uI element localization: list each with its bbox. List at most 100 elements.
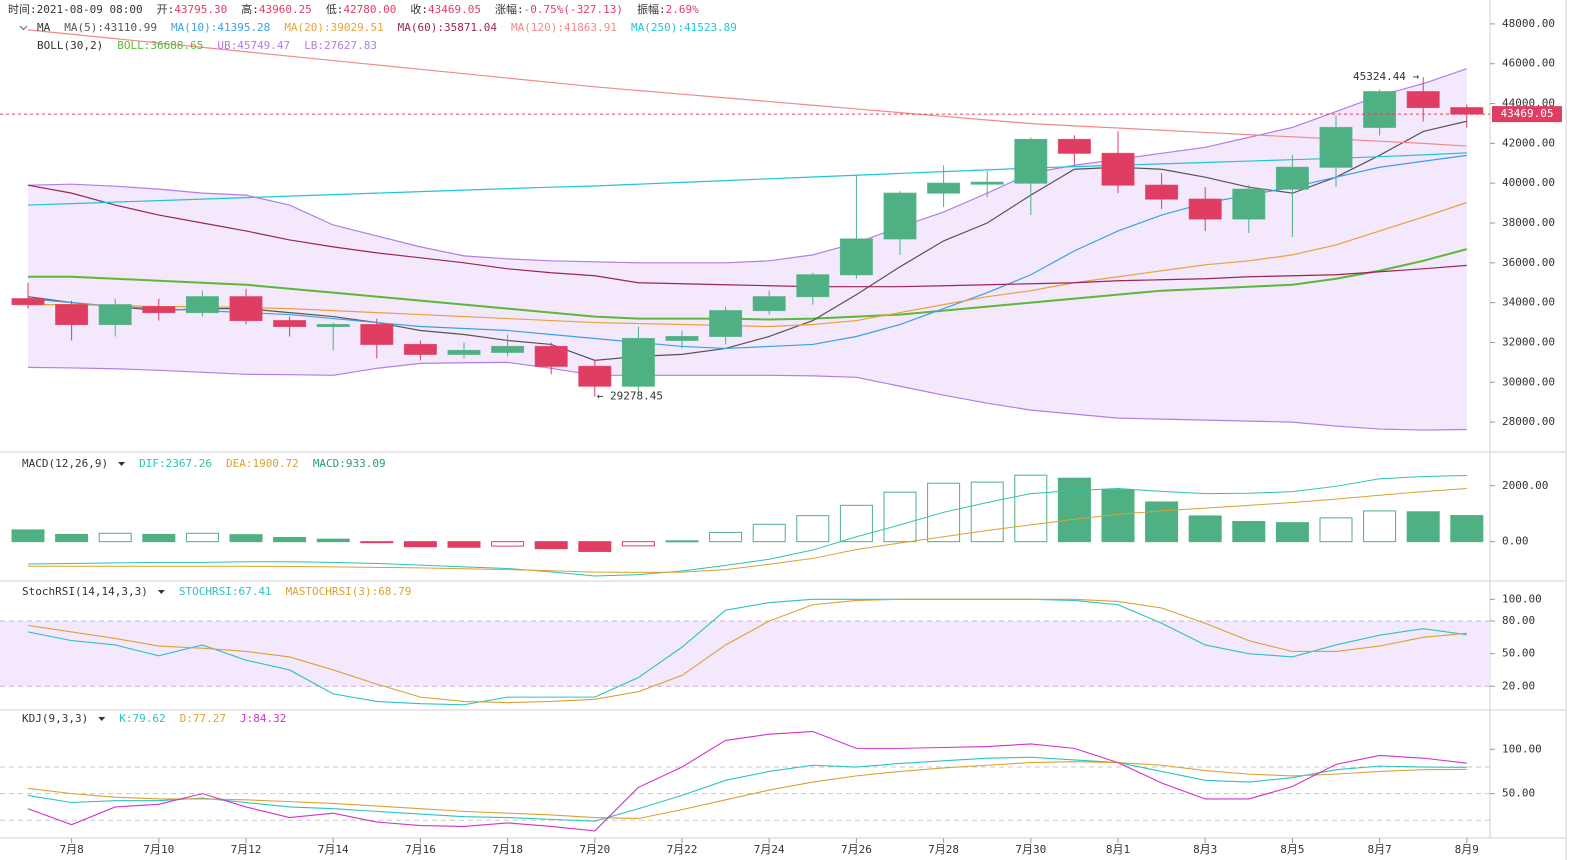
series-line <box>27 361 1467 431</box>
x-tick-label: 7月14 <box>318 843 349 856</box>
x-tick-label: 8月5 <box>1280 843 1304 856</box>
candle-body <box>98 304 132 326</box>
header-item: 低:42780.00 <box>326 3 397 16</box>
candle-body <box>927 182 961 194</box>
candle-body <box>1188 198 1222 220</box>
candle-body <box>796 274 830 298</box>
header-label: 涨幅: <box>495 3 524 16</box>
macd-bar <box>273 536 307 543</box>
legend-label: J:84.32 <box>240 712 286 725</box>
candle-body <box>360 324 394 345</box>
macd-bar <box>491 541 525 547</box>
legend-label: MA(20):39029.51 <box>284 21 383 34</box>
legend-label: DEA:1900.72 <box>226 457 299 470</box>
y-tick-label: 100.00 <box>1502 592 1542 605</box>
macd-bar <box>1057 477 1091 543</box>
candle-body <box>1101 152 1135 186</box>
series-line <box>28 488 1467 573</box>
min-annotation: ← 29278.45 <box>597 390 663 403</box>
candle-body <box>970 181 1004 185</box>
header-value: 43795.30 <box>174 3 227 16</box>
dropdown-icon <box>118 462 126 466</box>
y-tick-label: 40000.00 <box>1502 176 1555 189</box>
y-tick-label: 38000.00 <box>1502 216 1555 229</box>
candle-body <box>621 337 655 387</box>
legend-label: DIF:2367.26 <box>139 457 212 470</box>
header-item: 高:43960.25 <box>241 2 312 16</box>
header-item: 收:43469.05 <box>410 2 481 16</box>
macd-bar <box>229 534 263 543</box>
series-line <box>27 120 1467 361</box>
x-tick-label: 8月7 <box>1367 843 1391 856</box>
dropdown-icon <box>157 590 165 594</box>
macd-bar <box>665 540 699 543</box>
macd-bar <box>185 532 219 543</box>
macd-bar <box>1363 510 1397 543</box>
macd-bar <box>839 504 873 543</box>
macd-bar <box>621 541 655 547</box>
candle-body <box>11 298 45 306</box>
candle-body <box>1275 166 1309 190</box>
candle-body <box>1319 126 1353 168</box>
series-line <box>27 761 1467 820</box>
indicator-label: KDJ(9,3,3) <box>22 712 88 725</box>
x-tick-label: 7月8 <box>59 843 83 856</box>
candle-body <box>883 192 917 240</box>
candle-body <box>709 310 743 337</box>
candle-body <box>1450 107 1484 115</box>
candle-body <box>665 335 699 341</box>
series-line <box>27 154 1467 350</box>
legend-label: MA(250):41523.89 <box>631 21 737 34</box>
series-line <box>27 152 1467 206</box>
x-tick-label: 7月26 <box>841 843 872 856</box>
macd-bar <box>796 515 830 543</box>
series-line <box>27 474 1467 577</box>
legend-label: MA(10):41395.28 <box>171 21 270 34</box>
header-value: 2.69% <box>666 3 699 16</box>
macd-bar <box>1014 474 1048 543</box>
x-tick-label: 7月10 <box>143 843 174 856</box>
candle-body <box>273 320 307 328</box>
macd-bar <box>1450 515 1484 543</box>
y-tick-label: 2000.00 <box>1502 479 1548 492</box>
candle-body <box>447 349 481 355</box>
x-tick-label: 7月22 <box>667 843 698 856</box>
header-item: 时间:2021-08-09 08:00 <box>8 3 143 16</box>
series-line <box>28 248 1468 321</box>
series-line <box>27 598 1467 706</box>
series-line <box>28 201 1467 328</box>
candle-body <box>491 345 525 353</box>
header-item: 涨幅:-0.75%(-327.13) <box>495 3 623 16</box>
y-tick-label: 0.00 <box>1502 535 1529 548</box>
x-tick-label: 8月9 <box>1455 843 1479 856</box>
y-tick-label: 50.00 <box>1502 787 1535 800</box>
last-price-label: 43469.05 <box>1501 107 1554 120</box>
candle-body <box>229 296 263 322</box>
legend-label: LB:27627.83 <box>304 39 377 52</box>
series-line <box>27 68 1467 264</box>
candle-body <box>1363 91 1397 128</box>
macd-bar <box>970 481 1004 543</box>
candle-body <box>55 304 89 326</box>
last-price-tag <box>1492 106 1562 123</box>
collapse-icon <box>19 25 28 31</box>
macd-bar <box>752 523 786 543</box>
legend-label: UB:45749.47 <box>217 39 290 52</box>
legend-label: BOLL:36688.65 <box>117 39 203 52</box>
header-item: 振幅:2.69% <box>637 2 699 16</box>
series-line <box>27 598 1467 704</box>
series-line <box>27 184 1467 288</box>
legend-label: K:79.62 <box>119 712 165 725</box>
series-line <box>27 756 1467 822</box>
y-tick-label: 100.00 <box>1502 742 1542 755</box>
macd-bar <box>883 491 917 543</box>
header-label: 收: <box>410 2 428 16</box>
macd-bar <box>98 532 132 543</box>
x-tick-label: 7月12 <box>231 843 262 856</box>
y-tick-label: 48000.00 <box>1502 17 1555 30</box>
x-tick-label: 7月24 <box>754 843 785 856</box>
macd-bar <box>316 538 350 543</box>
